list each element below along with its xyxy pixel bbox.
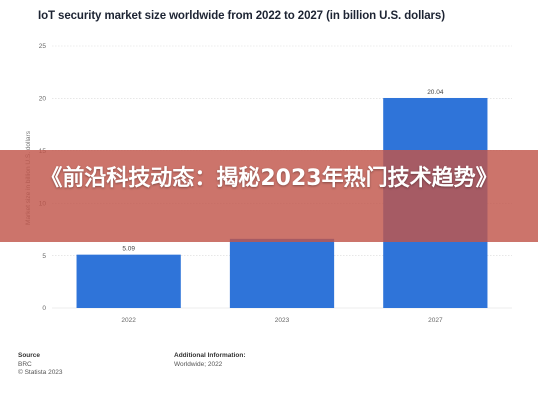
bar-2022 — [76, 254, 181, 308]
x-tick-label-2023: 2023 — [275, 317, 290, 324]
info-line-1: Worldwide; 2022 — [174, 360, 223, 368]
source-line-2: © Statista 2023 — [18, 369, 63, 376]
source-heading: Source — [18, 352, 41, 359]
y-tick-label: 20 — [39, 96, 47, 103]
data-label-2027: 20.04 — [427, 89, 444, 96]
y-tick-label: 25 — [39, 43, 47, 50]
x-tick-label-2022: 2022 — [121, 317, 136, 324]
y-tick-label: 0 — [42, 305, 46, 312]
banner-title: 《前沿科技动态：揭秘2023年热门技术趋势》 — [40, 166, 498, 191]
y-tick-label: 5 — [42, 253, 46, 260]
overlay-banner — [0, 150, 538, 242]
info-heading: Additional Information: — [174, 352, 246, 359]
footer-additional-info: Additional Information: Worldwide; 2022 — [174, 352, 246, 369]
data-label-2022: 5.09 — [122, 246, 135, 253]
x-tick-label-2027: 2027 — [428, 317, 443, 324]
footer-source: Source BRC © Statista 2023 — [18, 352, 63, 378]
chart-title: IoT security market size worldwide from … — [38, 10, 445, 22]
data-labels: 5.09 20.04 — [122, 89, 444, 253]
source-line-1: BRC — [18, 360, 32, 368]
bar-2023 — [229, 238, 335, 308]
